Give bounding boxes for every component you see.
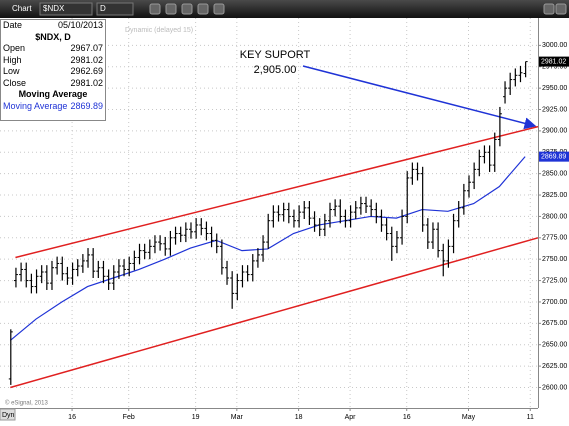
y-tick-label: 2600.00 xyxy=(542,384,567,391)
annotation: 2,905.00 xyxy=(254,64,297,76)
row: Open 2967.07 xyxy=(3,43,103,55)
last-price-box xyxy=(539,56,569,67)
row: Low 2962.69 xyxy=(3,66,103,78)
x-tick-label: 19 xyxy=(192,414,200,421)
y-tick-label: 3000.00 xyxy=(542,42,567,49)
y-tick-label: 2800.00 xyxy=(542,213,567,220)
row: Moving Average 2869.89 xyxy=(3,101,103,113)
y-tick-label: 2975.00 xyxy=(542,64,567,71)
icon[interactable] xyxy=(165,3,177,15)
y-tick-label: 2950.00 xyxy=(542,85,567,92)
x-tick-label: Feb xyxy=(123,414,135,421)
value: 2962.69 xyxy=(70,66,103,76)
x-tick-label: 16 xyxy=(68,414,76,421)
y-tick-label: 2850.00 xyxy=(542,171,567,178)
trendline xyxy=(15,125,539,259)
trendline xyxy=(10,237,539,389)
label: Moving Average xyxy=(3,100,68,111)
ohlc-bars xyxy=(8,61,528,385)
corner-label: Dyn xyxy=(2,412,15,419)
label: Low xyxy=(3,66,20,76)
data-window: Date 05/10/2013 $NDX, D Open 2967.07 High 2… xyxy=(0,19,106,121)
y-tick-label: 2725.00 xyxy=(542,277,567,284)
value: 2981.02 xyxy=(70,54,103,65)
study-title: Moving Average xyxy=(18,89,88,99)
label: Close xyxy=(3,77,27,88)
label: Date xyxy=(3,20,23,30)
annotation-arrow xyxy=(302,65,537,130)
x-tick-label: 16 xyxy=(403,414,411,421)
y-tick-label: 2675.00 xyxy=(542,320,567,327)
y-tick-label: 2750.00 xyxy=(542,256,567,263)
interval-text: D xyxy=(100,4,106,13)
y-tick-label: 2925.00 xyxy=(542,106,567,113)
value: 05/10/2013 xyxy=(57,20,103,30)
symbol: $NDX, D xyxy=(35,31,71,42)
symbol-input[interactable] xyxy=(39,2,93,16)
x-tick-label: May xyxy=(462,414,476,421)
ma-price-label: 2869.89 xyxy=(541,153,566,160)
icon[interactable] xyxy=(213,3,225,15)
row: High 2981.02 xyxy=(3,55,103,67)
icon[interactable] xyxy=(181,3,193,15)
value: 2981.02 xyxy=(70,77,103,88)
symbol-text: $NDX xyxy=(43,4,65,13)
annotation: KEY SUPORT xyxy=(240,49,311,61)
row: Date 05/10/2013 xyxy=(3,20,103,32)
icon[interactable] xyxy=(555,3,567,15)
y-tick-label: 2775.00 xyxy=(542,235,567,242)
last-price-label: 2981.02 xyxy=(541,58,566,65)
value: 2869.89 xyxy=(70,100,103,111)
icon[interactable] xyxy=(543,3,555,15)
grid xyxy=(0,18,538,408)
toolbar-title: Chart xyxy=(12,4,32,13)
corner-box xyxy=(0,408,16,421)
x-tick-label: 18 xyxy=(295,414,303,421)
toolbar-icons xyxy=(149,3,567,15)
ma-price-box xyxy=(539,151,569,162)
label: Open xyxy=(3,43,26,53)
subtitle: Dynamic (delayed 15) xyxy=(125,27,193,34)
x-tick-label: Mar xyxy=(231,414,244,421)
interval-input[interactable] xyxy=(96,2,134,16)
toolbar xyxy=(0,0,569,18)
y-tick-label: 2825.00 xyxy=(542,192,567,199)
icon[interactable] xyxy=(149,3,161,15)
icon[interactable] xyxy=(197,3,209,15)
value: 2967.07 xyxy=(70,43,103,53)
y-tick-label: 2700.00 xyxy=(542,299,567,306)
y-axis-line xyxy=(538,18,539,408)
y-tick-label: 2625.00 xyxy=(542,363,567,370)
y-tick-label: 2650.00 xyxy=(542,342,567,349)
label: High xyxy=(3,54,22,65)
x-tick-label: Apr xyxy=(345,414,357,421)
credit: © eSignal, 2013 xyxy=(5,400,48,407)
y-tick-label: 2900.00 xyxy=(542,128,567,135)
x-axis-line xyxy=(0,408,538,409)
x-tick-label: 11 xyxy=(527,414,534,421)
row: Close 2981.02 xyxy=(3,78,103,90)
